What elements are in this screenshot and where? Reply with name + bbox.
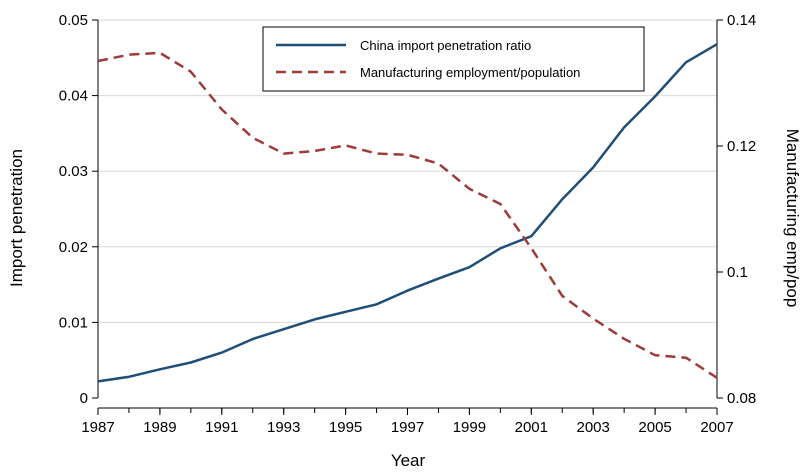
left-y-axis: 0 0.01 0.02 0.03 0.04 0.05 xyxy=(59,12,99,407)
x-tick-label: 1991 xyxy=(205,419,238,436)
right-y-axis: 0.08 0.1 0.12 0.14 xyxy=(716,12,756,407)
right-tick-label: 0.08 xyxy=(727,390,756,407)
left-tick-label: 0.02 xyxy=(59,239,88,256)
left-tick-label: 0.04 xyxy=(59,88,88,105)
x-tick-label: 1993 xyxy=(267,419,300,436)
left-tick-label: 0.05 xyxy=(59,12,88,29)
x-axis-title: Year xyxy=(391,451,426,470)
right-tick-label: 0.14 xyxy=(727,12,756,29)
legend: China import penetration ratio Manufactu… xyxy=(262,26,645,92)
legend-box xyxy=(262,26,645,92)
x-tick-label: 1989 xyxy=(143,419,176,436)
right-tick-label: 0.1 xyxy=(727,264,748,281)
x-tick-label: 2003 xyxy=(577,419,610,436)
legend-label-manufacturing-employment: Manufacturing employment/population xyxy=(360,65,580,80)
x-tick-label: 2005 xyxy=(638,419,671,436)
manufacturing-employment-line xyxy=(97,51,718,379)
x-tick-label: 1997 xyxy=(391,419,424,436)
left-tick-label: 0.01 xyxy=(59,314,88,331)
left-tick-label: 0.03 xyxy=(59,163,88,180)
x-axis: 1987 1989 1991 1993 1995 1997 1999 2001 2003 2005… xyxy=(81,407,734,436)
gridlines xyxy=(98,19,717,323)
x-tick-label: 1999 xyxy=(453,419,486,436)
x-tick-label: 1987 xyxy=(81,419,114,436)
import-penetration-line xyxy=(97,43,718,383)
right-y-axis-title: Manufacturing emp/pop xyxy=(783,129,802,308)
left-tick-label: 0 xyxy=(80,390,88,407)
left-y-axis-title: Import penetration xyxy=(7,149,26,287)
series-lines xyxy=(97,43,718,383)
x-tick-label: 1995 xyxy=(329,419,362,436)
x-tick-label: 2007 xyxy=(700,419,733,436)
right-tick-label: 0.12 xyxy=(727,138,756,155)
x-tick-label: 2001 xyxy=(515,419,548,436)
legend-label-import-penetration: China import penetration ratio xyxy=(360,38,531,53)
